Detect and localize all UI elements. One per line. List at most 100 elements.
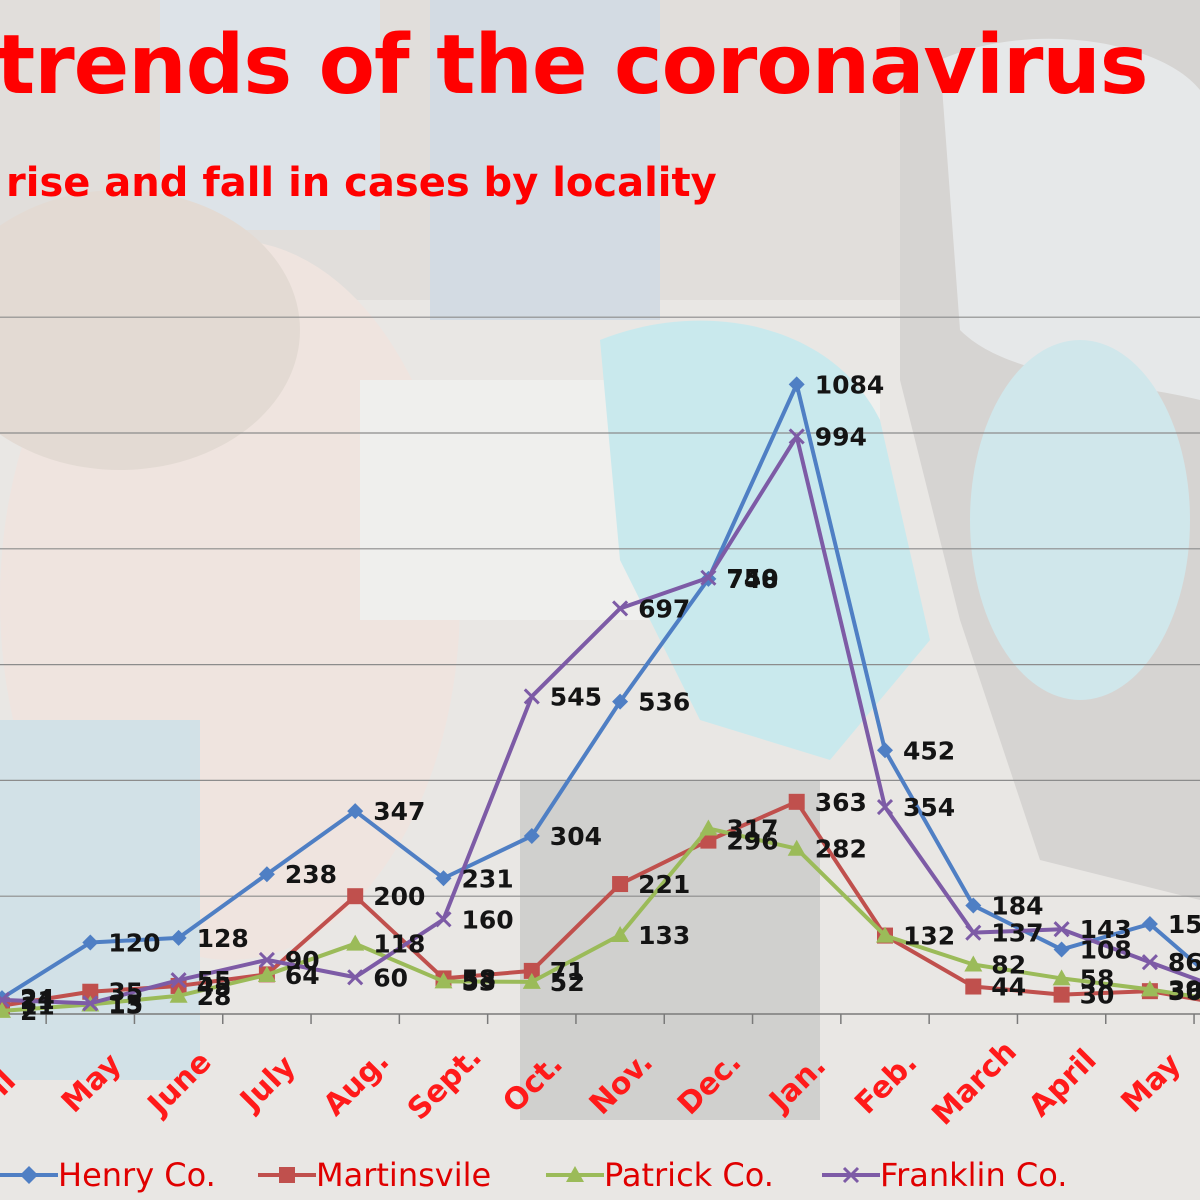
data-label: 35	[108, 978, 143, 1007]
data-point	[787, 839, 806, 856]
data-label: 994	[815, 422, 867, 451]
data-label: 452	[903, 736, 955, 765]
series-patrick-co	[0, 819, 1200, 1018]
data-label: 52	[550, 968, 585, 997]
x-tick-label: Feb.	[848, 1045, 924, 1121]
data-label: 697	[638, 594, 690, 623]
data-label: 2	[20, 997, 37, 1026]
legend-item-martinsville: Martinsvile	[258, 1150, 491, 1200]
data-label: 64	[285, 961, 320, 990]
data-label: 60	[373, 963, 408, 992]
data-point	[700, 832, 717, 849]
data-label: 58	[462, 964, 497, 993]
data-label: 160	[462, 905, 514, 934]
data-label: 24	[20, 984, 55, 1013]
data-label: 238	[285, 860, 337, 889]
data-point	[435, 911, 452, 928]
legend-label: Patrick Co.	[604, 1156, 774, 1194]
x-axis	[0, 1013, 1200, 1024]
data-point	[788, 428, 805, 445]
data-label: 152	[1168, 910, 1200, 939]
data-label: 36	[1168, 977, 1200, 1006]
data-label: 90	[285, 946, 320, 975]
data-point	[699, 819, 718, 836]
data-label: 200	[373, 882, 425, 911]
x-tick-label: Sept.	[401, 1039, 489, 1127]
legend-item-patrick: Patrick Co.	[546, 1150, 774, 1200]
data-label: 317	[726, 814, 778, 843]
data-point	[523, 827, 540, 844]
data-label: 55	[197, 966, 232, 995]
data-point	[82, 995, 99, 1012]
data-point	[876, 798, 894, 816]
data-label: 132	[903, 922, 955, 951]
data-point	[788, 376, 805, 393]
data-label: 282	[815, 835, 867, 864]
data-label: 545	[550, 682, 602, 711]
data-point	[611, 925, 630, 942]
x-tick-labels: il May June July Aug. Sept. Oct. Nov. Dec. Jan. Fe…	[0, 1034, 1189, 1132]
data-label: 28	[197, 982, 232, 1011]
diamond-marker-icon	[0, 1166, 58, 1184]
x-tick-label: Aug.	[317, 1044, 397, 1124]
data-label: 143	[1080, 915, 1132, 944]
data-label: 45	[197, 972, 232, 1001]
x-tick-label: April	[1022, 1043, 1103, 1124]
data-label: 15	[108, 989, 143, 1018]
data-label: 30	[1080, 981, 1115, 1010]
data-label: 120	[108, 929, 160, 958]
data-label: 750	[726, 564, 778, 593]
chart-subtitle: rise and fall in cases by locality	[6, 160, 717, 206]
data-point	[523, 688, 540, 705]
data-point	[788, 793, 805, 810]
data-label: 363	[815, 788, 867, 817]
data-label: 82	[991, 951, 1026, 980]
data-point	[435, 870, 452, 887]
data-label: 86	[1168, 948, 1200, 977]
data-point	[0, 997, 10, 1014]
data-point	[347, 969, 364, 986]
data-point	[170, 929, 187, 946]
data-point	[258, 951, 275, 968]
data-point	[965, 924, 982, 941]
data-point	[0, 1001, 11, 1018]
data-point	[347, 803, 364, 820]
data-label: 137	[991, 919, 1043, 948]
data-label: 11	[20, 992, 55, 1021]
gridlines	[0, 316, 1200, 897]
x-tick-label: Oct.	[496, 1047, 570, 1121]
data-label: 71	[550, 957, 585, 986]
data-label: 296	[726, 827, 778, 856]
legend-item-henry: Henry Co.	[0, 1150, 216, 1200]
data-label: 118	[373, 930, 425, 959]
data-point	[346, 934, 365, 951]
legend-item-franklin: Franklin Co.	[822, 1150, 1067, 1200]
data-point	[876, 926, 894, 943]
data-point	[257, 965, 276, 982]
data-label: 536	[638, 688, 690, 717]
data-label: 44	[991, 973, 1026, 1002]
data-label: 221	[638, 870, 690, 899]
data-point	[82, 983, 99, 1000]
data-label: 128	[197, 924, 249, 953]
x-tick-label: May	[1115, 1046, 1189, 1120]
data-point	[82, 934, 99, 951]
data-point	[964, 955, 983, 972]
x-tick-label: June	[140, 1045, 219, 1124]
data-point	[0, 991, 11, 1008]
data-point	[965, 978, 982, 995]
data-point	[1053, 986, 1070, 1003]
data-label: 108	[1080, 935, 1132, 964]
data-label: 231	[462, 864, 514, 893]
data-label: 1084	[815, 370, 885, 399]
data-point	[965, 897, 982, 914]
data-point	[1053, 941, 1070, 958]
x-tick-label: May	[55, 1046, 129, 1120]
data-point	[612, 600, 629, 617]
data-label: 13	[108, 990, 143, 1019]
data-point	[1053, 921, 1070, 938]
x-tick-label: July	[232, 1049, 303, 1120]
data-point	[170, 972, 187, 989]
